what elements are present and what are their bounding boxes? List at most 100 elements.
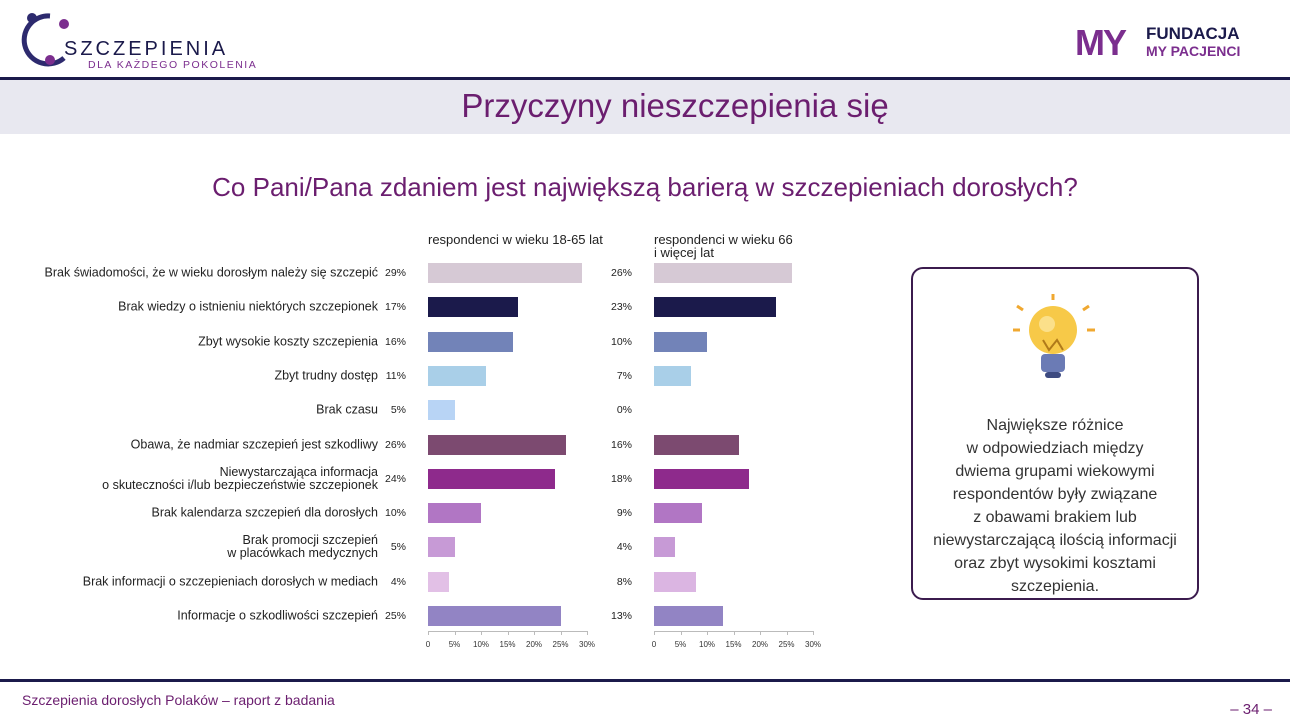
tick-mark [786,631,788,635]
tick-mark [481,631,482,635]
bar [654,331,707,352]
slide-title: Przyczyny nieszczepienia się [461,87,889,124]
bar [654,537,676,558]
logo-mark: MY [1075,22,1127,63]
bar [654,365,692,386]
category-label: Niewystarczająca informacja o skutecznoś… [102,464,378,492]
category-label: Obawa, że nadmiar szczepień jest szkodli… [130,437,378,451]
bar [428,400,455,421]
tick-mark [760,631,761,635]
value-label: 5% [390,541,406,554]
page-number: – 34 – [1230,701,1272,718]
x-tick-label: 30% [578,640,596,649]
value-label: 0% [616,404,632,417]
tick-mark [534,631,535,635]
value-label: 18% [610,472,632,485]
value-label: 13% [610,610,632,622]
x-tick-label: 0 [425,640,431,649]
logo-icon [21,13,69,67]
tick-mark [428,631,429,635]
lightbulb-icon [1013,294,1095,378]
bar [428,331,513,352]
value-label: 16% [384,335,406,348]
title-band [0,80,1290,134]
value-label: 23% [610,301,632,314]
bar [654,468,750,489]
x-tick-label: 30% [804,640,822,649]
x-tick-label: 15% [725,640,742,649]
value-label: 24% [384,472,406,485]
category-label: Brak promocji szczepień w placówkach med… [227,533,378,561]
category-label: Zbyt trudny dostęp [274,368,378,383]
question: Co Pani/Pana zdaniem jest największą bar… [212,172,1078,202]
tick-mark [680,631,682,635]
x-tick-label: 10% [472,640,490,649]
x-tick-label: 20% [525,640,543,649]
bar [654,434,739,455]
bar [654,263,792,283]
value-label: 26% [610,267,632,279]
panel-title: respondenci w wieku 18-65 lat [428,232,603,247]
category-label: Brak czasu [316,402,378,417]
bar [428,434,566,455]
category-label: Brak świadomości, że w wieku dorosłym na… [44,265,378,280]
value-label: 26% [384,438,406,451]
bar [428,537,455,558]
value-label: 10% [610,335,632,348]
category-label: Brak kalendarza szczepień dla dorosłych [151,505,378,520]
value-label: 4% [616,541,632,554]
value-label: 9% [616,507,632,520]
logo-line1: FUNDACJA [1146,24,1240,43]
tick-mark [560,631,562,635]
footer-rule [0,679,1290,682]
value-label: 7% [616,369,632,382]
x-tick-label: 20% [751,640,769,649]
footer-text: Szczepienia dorosłych Polaków – raport z… [22,692,335,708]
bar [428,297,519,318]
value-label: 10% [384,507,406,520]
bar [654,571,697,592]
tick-mark [707,631,708,635]
x-tick-label: 25% [552,640,569,649]
category-label: Brak informacji o szczepieniach dorosłyc… [82,574,378,589]
logo-line2: MY PACJENCI [1146,43,1241,59]
category-label: Informacje o szkodliwości szczepień [177,608,378,623]
x-tick-label: 5% [674,640,687,649]
x-tick-label: 15% [499,640,516,649]
category-label: Brak wiedzy o istnieniu niektórych szcze… [118,299,378,314]
bar [428,365,487,386]
callout-text: Największe różnice w odpowiedziach międz… [933,417,1177,595]
bar [654,606,723,626]
value-label: 4% [390,575,406,588]
header-rule [0,77,1290,80]
x-tick-label: 25% [778,640,795,649]
value-label: 25% [384,610,406,622]
x-tick-label: 5% [448,640,461,649]
value-label: 8% [616,575,632,588]
callout-box [911,267,1199,600]
category-label: Zbyt wysokie koszty szczepienia [198,334,378,349]
bar [428,503,481,524]
bar [654,297,776,318]
bar [654,503,702,524]
value-label: 11% [385,369,406,382]
tick-mark [654,631,655,635]
value-label: 29% [384,267,406,279]
tick-mark [507,631,509,635]
value-label: 5% [390,404,406,417]
x-tick-label: 0 [651,640,657,649]
logo-title: SZCZEPIENIA [64,38,229,60]
tick-mark [454,631,456,635]
value-label: 16% [610,438,632,451]
bar [428,606,561,626]
tick-mark [587,631,588,635]
tick-mark [733,631,735,635]
x-tick-label: 10% [698,640,716,649]
bar [428,571,450,592]
tick-mark [813,631,814,635]
logo-subtitle: DLA KAŻDEGO POKOLENIA [88,59,258,71]
bar [428,263,582,283]
bar [428,468,556,489]
value-label: 17% [384,301,406,314]
